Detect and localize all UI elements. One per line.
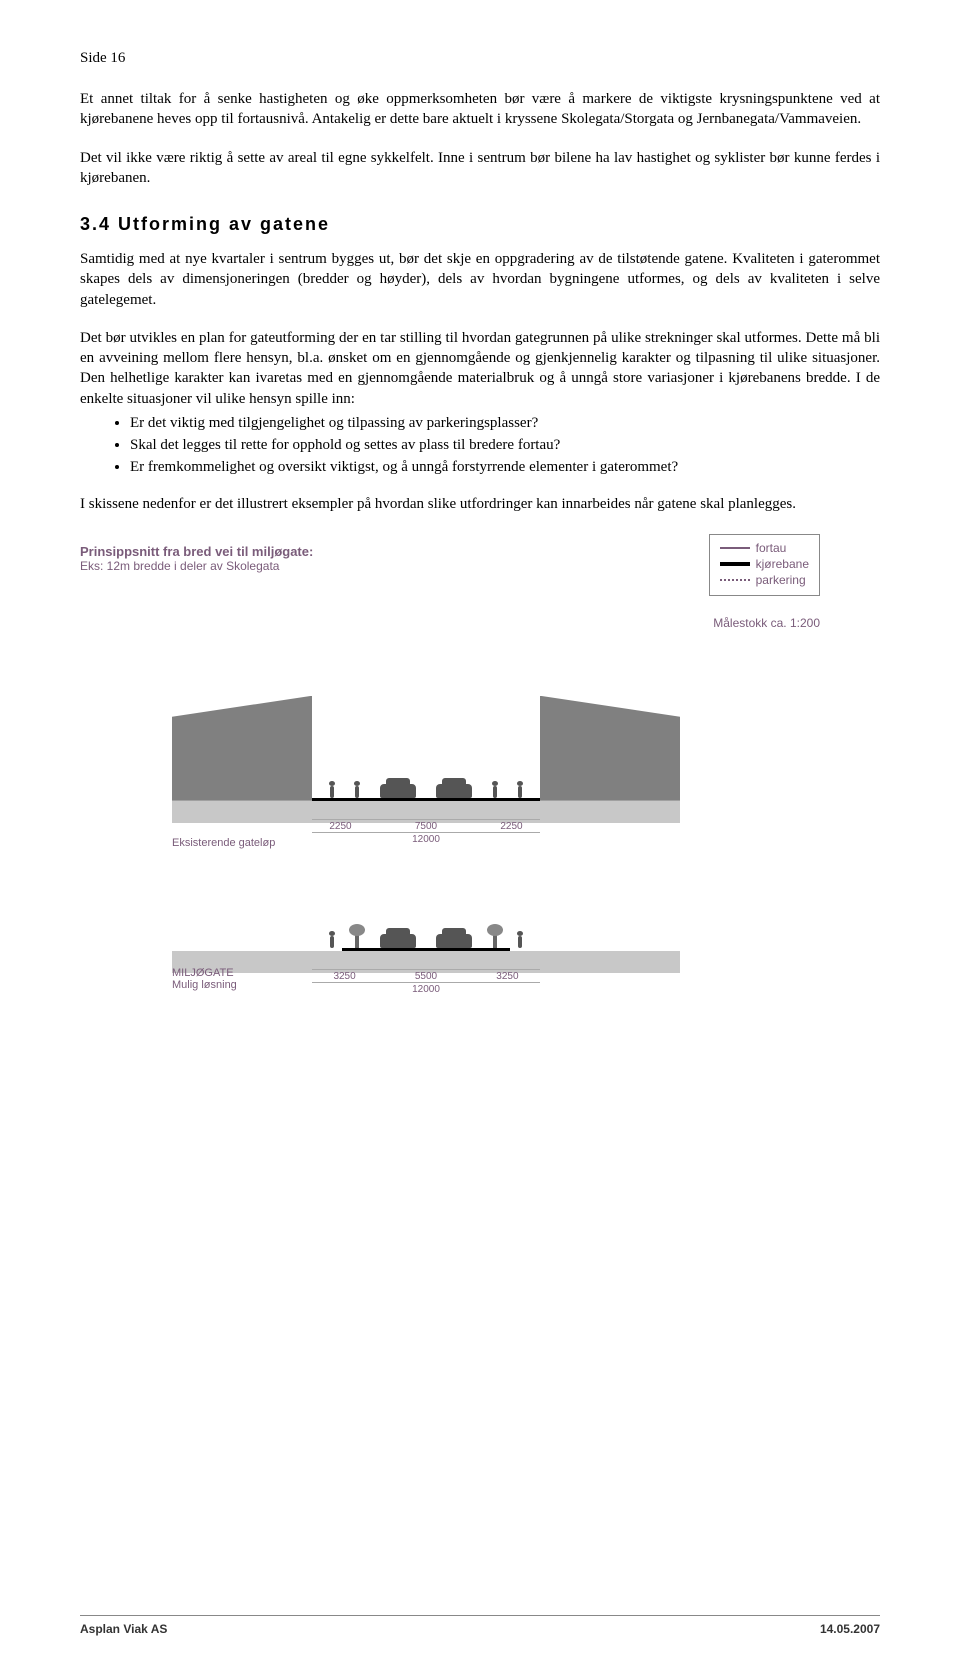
- person-icon: [330, 786, 334, 798]
- car-icon: [380, 934, 416, 948]
- list-item: Skal det legges til rette for opphold og…: [130, 435, 880, 455]
- person-icon: [518, 786, 522, 798]
- footer-company: Asplan Viak AS: [80, 1622, 167, 1636]
- tree-icon: [355, 934, 359, 948]
- section-caption: Eksisterende gateløp: [172, 837, 275, 849]
- bullet-list: Er det viktig med tilgjengelighet og til…: [130, 413, 880, 478]
- dim-value: 2250: [483, 821, 540, 832]
- dim-value: 3250: [475, 971, 540, 982]
- dim-value: 5500: [377, 971, 475, 982]
- scale-label: Målestokk ca. 1:200: [713, 616, 820, 630]
- figure-cross-sections: Prinsippsnitt fra bred vei til miljøgate…: [80, 544, 880, 1003]
- dim-total: 12000: [412, 834, 440, 845]
- car-icon: [436, 934, 472, 948]
- car-icon: [380, 784, 416, 798]
- paragraph: Det bør utvikles en plan for gateutformi…: [80, 328, 880, 409]
- section-caption: MILJØGATE Mulig løsning: [172, 967, 237, 991]
- street-elements: [320, 776, 532, 798]
- legend-dots-icon: [720, 579, 750, 581]
- dim-total: 12000: [412, 984, 440, 995]
- tree-icon: [493, 934, 497, 948]
- legend-label: parkering: [756, 573, 806, 587]
- road-line: [312, 798, 540, 801]
- paragraph: Samtidig med at nye kvartaler i sentrum …: [80, 249, 880, 310]
- dim-value: 3250: [312, 971, 377, 982]
- caption-line: Mulig løsning: [172, 979, 237, 991]
- caption-line: MILJØGATE: [172, 967, 237, 979]
- cross-section-miljogate: 3250 5500 3250 12000 MILJØGATE Mulig løs…: [80, 863, 880, 1003]
- person-icon: [355, 786, 359, 798]
- paragraph: I skissene nedenfor er det illustrert ek…: [80, 494, 880, 514]
- page-footer: Asplan Viak AS 14.05.2007: [80, 1615, 880, 1636]
- cross-section-existing: 2250 7500 2250 12000 Eksisterende gatelø…: [80, 673, 880, 853]
- legend-label: kjørebane: [756, 557, 809, 571]
- footer-date: 14.05.2007: [820, 1622, 880, 1636]
- building-shape: [172, 696, 312, 801]
- car-icon: [436, 784, 472, 798]
- street-elements: [320, 926, 532, 948]
- legend-line-icon: [720, 562, 750, 566]
- section-heading: 3.4 Utforming av gatene: [80, 214, 880, 235]
- legend: fortau kjørebane parkering: [709, 534, 820, 596]
- dim-value: 7500: [369, 821, 483, 832]
- dimensions: 3250 5500 3250 12000: [312, 969, 540, 995]
- legend-line-icon: [720, 547, 750, 549]
- list-item: Er fremkommelighet og oversikt viktigst,…: [130, 457, 880, 477]
- building-shape: [540, 696, 680, 801]
- dim-value: 2250: [312, 821, 369, 832]
- road-line: [342, 948, 510, 951]
- person-icon: [330, 936, 334, 948]
- person-icon: [493, 786, 497, 798]
- page-number: Side 16: [80, 50, 880, 67]
- paragraph: Et annet tiltak for å senke hastigheten …: [80, 89, 880, 130]
- paragraph: Det vil ikke være riktig å sette av area…: [80, 148, 880, 189]
- list-item: Er det viktig med tilgjengelighet og til…: [130, 413, 880, 433]
- person-icon: [518, 936, 522, 948]
- dimensions: 2250 7500 2250 12000: [312, 819, 540, 845]
- legend-label: fortau: [756, 541, 787, 555]
